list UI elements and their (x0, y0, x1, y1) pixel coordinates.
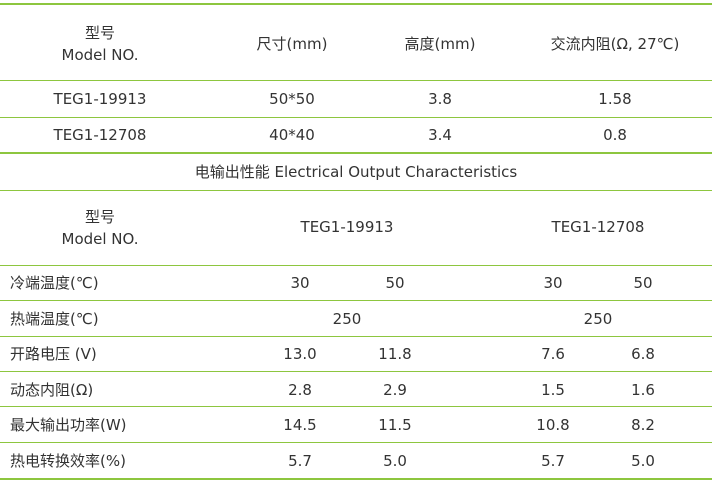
table-cell: 2.8 (288, 380, 312, 399)
table-cell: 13.0 (283, 345, 317, 363)
table-cell: 30 (290, 274, 310, 292)
table-cell: 250 (332, 309, 362, 328)
table-cell: 50 (633, 274, 653, 292)
row-divider (0, 442, 712, 443)
header-cell: 尺寸(mm) (256, 35, 328, 53)
table-cell: 5.0 (383, 451, 407, 470)
header-cell: 型号 (84, 208, 116, 226)
table-cell: 14.5 (283, 416, 317, 434)
header-cell: 交流内阻(Ω, 27℃) (550, 35, 680, 53)
row-divider (0, 117, 712, 118)
table-cell: 1.58 (598, 90, 632, 108)
header-cell: TEG1-12708 (551, 218, 645, 236)
table-cell: 5.7 (288, 451, 312, 470)
table-cell: 1.6 (631, 380, 655, 399)
section-title: 电输出性能 Electrical Output Characteristics (194, 163, 518, 181)
table-cell: 11.8 (378, 345, 412, 363)
header-cell: Model NO. (61, 230, 139, 248)
table-cell: 5.7 (541, 451, 565, 470)
row-label: 热电转换效率(%) (10, 451, 126, 470)
table-cell: 2.9 (383, 380, 407, 399)
table-cell: 250 (583, 309, 613, 328)
row-divider (0, 371, 712, 372)
row-label: 动态内阻(Ω) (10, 380, 94, 399)
table-cell: 7.6 (541, 345, 565, 363)
table-cell: 6.8 (631, 345, 655, 363)
table-cell: 8.2 (631, 416, 655, 434)
row-label: 热端温度(℃) (10, 309, 99, 328)
table-cell: 50*50 (269, 90, 315, 108)
row-divider (0, 265, 712, 266)
table-cell: 10.8 (536, 416, 570, 434)
table-cell: 3.4 (428, 126, 452, 144)
table-cell: 11.5 (378, 416, 412, 434)
row-divider (0, 406, 712, 407)
table-cell: 5.0 (631, 451, 655, 470)
row-divider (0, 3, 712, 5)
row-label: 冷端温度(℃) (10, 274, 99, 292)
table-cell: 40*40 (269, 126, 315, 144)
header-cell: TEG1-19913 (300, 218, 394, 236)
row-divider (0, 336, 712, 337)
table-cell: 30 (543, 274, 563, 292)
row-label: 最大输出功率(W) (10, 416, 127, 434)
table-cell: 0.8 (603, 126, 627, 144)
header-cell: 型号 (84, 24, 116, 42)
row-label: 开路电压 (V) (10, 345, 97, 363)
table-cell: 3.8 (428, 90, 452, 108)
row-divider (0, 80, 712, 81)
header-cell: 高度(mm) (404, 35, 476, 53)
table-cell: 1.5 (541, 380, 565, 399)
row-divider (0, 478, 712, 480)
row-divider (0, 152, 712, 154)
table-cell: TEG1-12708 (53, 126, 147, 144)
row-divider (0, 300, 712, 301)
row-divider (0, 190, 712, 191)
table-cell: 50 (385, 274, 405, 292)
header-cell: Model NO. (61, 46, 139, 64)
table-cell: TEG1-19913 (53, 90, 147, 108)
